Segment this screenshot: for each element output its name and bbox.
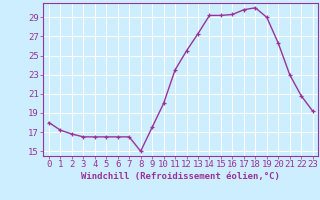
X-axis label: Windchill (Refroidissement éolien,°C): Windchill (Refroidissement éolien,°C) <box>81 172 280 181</box>
